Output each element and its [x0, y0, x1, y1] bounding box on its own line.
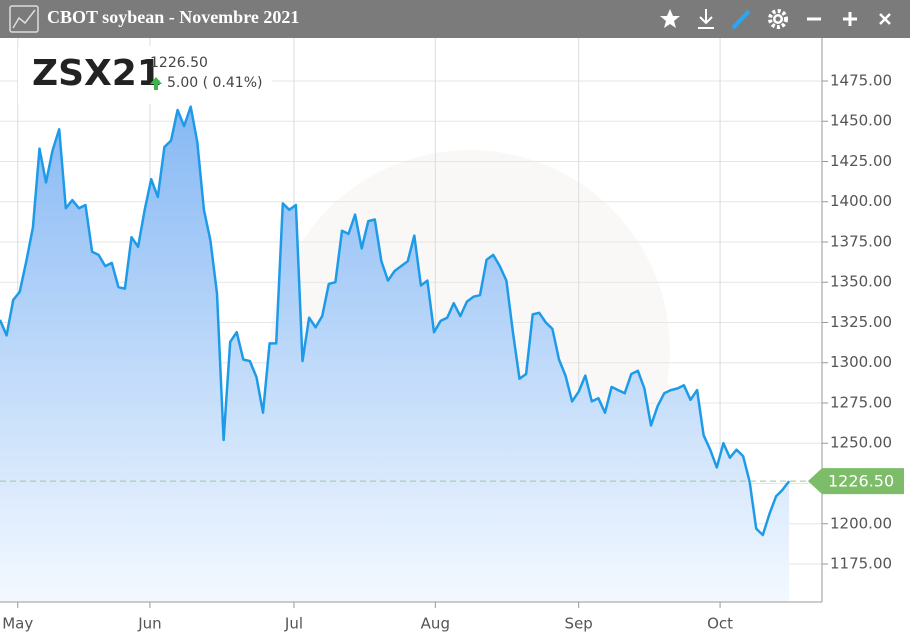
window-controls[interactable]: [660, 9, 891, 30]
window-title: CBOT soybean - Novembre 2021: [47, 7, 299, 27]
y-tick-label: 1250.00: [830, 434, 892, 452]
star-button[interactable]: [660, 9, 680, 28]
settings-button[interactable]: [768, 9, 788, 29]
y-tick-label: 1375.00: [830, 232, 892, 250]
y-tick-label: 1475.00: [830, 71, 892, 89]
area: [0, 106, 790, 602]
y-tick-label: 1175.00: [830, 555, 892, 573]
up-arrow: [150, 77, 162, 90]
last-price-badge: [808, 468, 904, 495]
x-tick-label: Oct: [707, 615, 733, 633]
y-tick-label: 1200.00: [830, 514, 892, 532]
last-price: 1226.50: [150, 55, 208, 71]
y-tick-label: 1400.00: [830, 192, 892, 210]
y-tick-label: 1300.00: [830, 353, 892, 371]
download-button[interactable]: [698, 9, 714, 29]
close-button[interactable]: [879, 13, 891, 25]
last-price-badge-label: 1226.50: [828, 472, 894, 491]
maximize-button[interactable]: [843, 12, 857, 26]
app-icon: [9, 5, 39, 33]
x-tick-label: Jun: [137, 615, 161, 633]
y-tick-label: 1425.00: [830, 152, 892, 170]
draw-button[interactable]: [731, 9, 751, 30]
x-tick-label: Aug: [421, 615, 450, 633]
title-bar: [0, 0, 910, 38]
y-tick-label: 1350.00: [830, 273, 892, 291]
line: [0, 105, 791, 537]
symbol: ZSX21: [32, 53, 162, 94]
price-change: 5.00 ( 0.41%): [167, 75, 262, 91]
x-tick-label: Jul: [284, 615, 303, 633]
y-tick-label: 1450.00: [830, 112, 892, 130]
y-tick-label: 1325.00: [830, 313, 892, 331]
x-tick-label: May: [2, 615, 33, 633]
y-tick-label: 1275.00: [830, 393, 892, 411]
quote-box: [18, 46, 272, 104]
x-tick-label: Sep: [565, 615, 593, 633]
